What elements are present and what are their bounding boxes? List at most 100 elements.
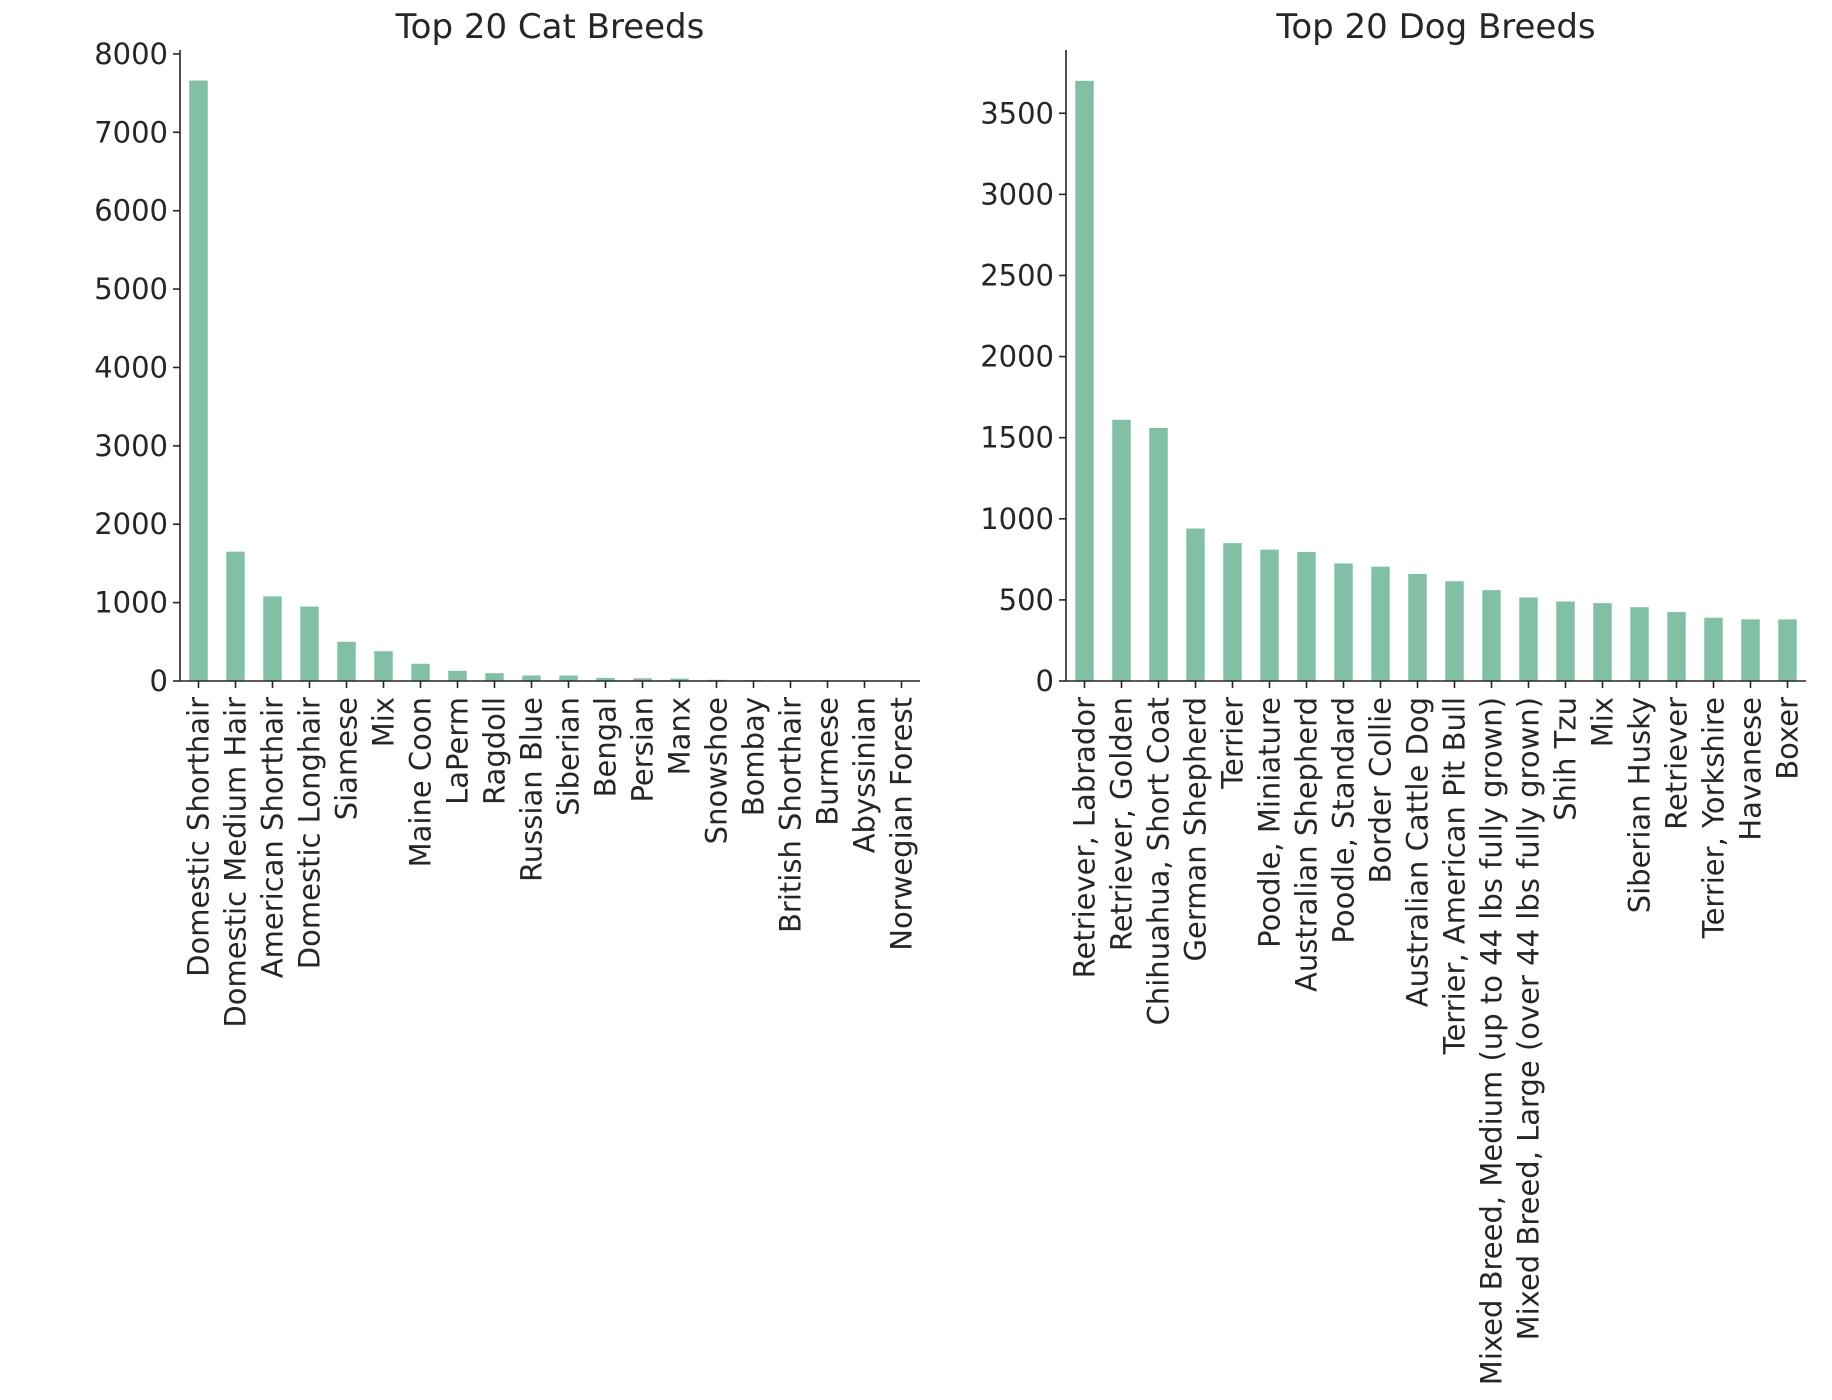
dog-y-tick-label: 3000 bbox=[980, 177, 1054, 211]
cat-x-tick-label: Snowshoe bbox=[700, 697, 734, 844]
dog-x-tick-label: Terrier, American Pit Bull bbox=[1438, 697, 1472, 1055]
dog-x-tick-label: Siberian Husky bbox=[1623, 697, 1657, 913]
cat-chart-title: Top 20 Cat Breeds bbox=[395, 7, 705, 47]
cat-y-tick-label: 6000 bbox=[94, 194, 168, 228]
dog-bar bbox=[1186, 528, 1205, 681]
dog-y-tick-label: 2000 bbox=[980, 340, 1054, 374]
dog-x-tick-label: Australian Cattle Dog bbox=[1401, 697, 1435, 1007]
cat-x-tick-label: Norwegian Forest bbox=[885, 697, 919, 951]
cat-y-tick-label: 1000 bbox=[94, 586, 168, 620]
cat-x-tick-label: Bombay bbox=[737, 697, 771, 816]
cat-x-tick-label: Siamese bbox=[330, 697, 364, 820]
cat-y-tick-label: 4000 bbox=[94, 350, 168, 384]
cat-x-tick-label: Domestic Medium Hair bbox=[219, 697, 253, 1028]
dog-chart-title: Top 20 Dog Breeds bbox=[1275, 7, 1595, 47]
dog-y-tick-label: 1500 bbox=[980, 421, 1054, 455]
dog-bar bbox=[1593, 603, 1612, 681]
cat-bar bbox=[300, 606, 319, 681]
cat-y-axis-ticks: 0 1000 2000 3000 4000 5000 6000 7000 8000 bbox=[94, 37, 180, 698]
dog-bar bbox=[1519, 597, 1538, 681]
cat-bar bbox=[448, 670, 467, 681]
cat-x-tick-label: Manx bbox=[663, 697, 697, 775]
dog-bars bbox=[1075, 80, 1797, 681]
dog-breeds-chart: Top 20 Dog Breeds 0 500 1000 1500 2000 2500 30… bbox=[980, 7, 1806, 1385]
dog-x-tick-label: Retriever bbox=[1660, 697, 1694, 830]
dog-bar bbox=[1112, 419, 1131, 681]
cat-x-tick-label: Ragdoll bbox=[478, 697, 512, 805]
dog-bar bbox=[1408, 573, 1427, 681]
cat-x-tick-label: American Shorthair bbox=[256, 697, 290, 978]
dog-bar bbox=[1482, 590, 1501, 681]
cat-x-axis-ticks: Domestic Shorthair Domestic Medium Hair Am… bbox=[182, 681, 919, 1028]
dog-x-tick-label: Australian Shepherd bbox=[1290, 697, 1324, 992]
dog-x-tick-label: Retriever, Labrador bbox=[1068, 697, 1102, 978]
dog-bar bbox=[1778, 619, 1797, 681]
cat-x-tick-label: Russian Blue bbox=[515, 697, 549, 882]
dog-bar bbox=[1741, 619, 1760, 681]
cat-x-tick-label: Burmese bbox=[811, 697, 845, 826]
cat-x-tick-label: Maine Coon bbox=[404, 697, 438, 867]
dog-x-axis-ticks: Retriever, Labrador Retriever, Golden Chih… bbox=[1068, 681, 1805, 1385]
dog-x-tick-label: Terrier, Yorkshire bbox=[1697, 697, 1731, 939]
dog-x-tick-label: Mixed Breed, Large (over 44 lbs fully gr… bbox=[1512, 697, 1546, 1340]
cat-y-tick-label: 3000 bbox=[94, 429, 168, 463]
dog-x-tick-label: Retriever, Golden bbox=[1105, 697, 1139, 951]
cat-x-tick-label: Domestic Shorthair bbox=[182, 697, 216, 977]
cat-bar bbox=[263, 596, 282, 681]
dog-x-tick-label: Boxer bbox=[1771, 697, 1805, 780]
dog-bar bbox=[1445, 581, 1464, 681]
dog-y-tick-label: 1000 bbox=[980, 502, 1054, 536]
dog-bar bbox=[1149, 427, 1168, 681]
cat-y-tick-label: 5000 bbox=[94, 272, 168, 306]
cat-y-tick-label: 0 bbox=[150, 664, 168, 698]
cat-y-tick-label: 8000 bbox=[94, 37, 168, 71]
dog-bar bbox=[1667, 612, 1686, 681]
dog-bar bbox=[1630, 607, 1649, 681]
cat-y-tick-label: 7000 bbox=[94, 115, 168, 149]
cat-x-tick-label: LaPerm bbox=[441, 697, 475, 805]
cat-bar bbox=[485, 673, 504, 681]
dog-x-tick-label: German Shepherd bbox=[1179, 697, 1213, 961]
dog-y-tick-label: 0 bbox=[1036, 664, 1054, 698]
cat-x-tick-label: Persian bbox=[626, 697, 660, 803]
cat-breeds-chart: Top 20 Cat Breeds 0 1000 2000 3000 4000 5000 6… bbox=[94, 7, 920, 1028]
cat-bar bbox=[522, 675, 541, 681]
cat-bar bbox=[670, 678, 689, 681]
dog-x-tick-label: Mixed Breed, Medium (up to 44 lbs fully … bbox=[1475, 697, 1509, 1385]
dog-bar bbox=[1704, 617, 1723, 681]
cat-bar bbox=[374, 651, 393, 681]
dog-bar bbox=[1334, 563, 1353, 681]
dog-bar bbox=[1223, 543, 1242, 681]
cat-bar bbox=[559, 675, 578, 681]
cat-bar bbox=[633, 678, 652, 681]
dog-x-tick-label: Chihuahua, Short Coat bbox=[1142, 697, 1176, 1025]
cat-bar bbox=[189, 80, 208, 681]
cat-x-tick-label: Bengal bbox=[589, 697, 623, 797]
dog-y-tick-label: 3500 bbox=[980, 96, 1054, 130]
cat-x-tick-label: Abyssinian bbox=[848, 697, 882, 853]
dog-y-tick-label: 2500 bbox=[980, 258, 1054, 292]
dog-y-tick-label: 500 bbox=[999, 583, 1054, 617]
dog-x-tick-label: Shih Tzu bbox=[1549, 697, 1583, 821]
cat-bar bbox=[411, 663, 430, 681]
cat-y-tick-label: 2000 bbox=[94, 507, 168, 541]
dog-x-tick-label: Border Collie bbox=[1364, 697, 1398, 883]
dog-y-axis-ticks: 0 500 1000 1500 2000 2500 3000 3500 bbox=[980, 96, 1066, 698]
dog-bar bbox=[1297, 552, 1316, 681]
cat-x-tick-label: British Shorthair bbox=[774, 697, 808, 933]
dog-x-tick-label: Poodle, Miniature bbox=[1253, 697, 1287, 948]
cat-x-tick-label: Siberian bbox=[552, 697, 586, 816]
dog-bar bbox=[1260, 549, 1279, 681]
cat-bar bbox=[226, 551, 245, 681]
dog-bar bbox=[1075, 80, 1094, 681]
dog-x-tick-label: Poodle, Standard bbox=[1327, 697, 1361, 944]
cat-x-tick-label: Mix bbox=[367, 697, 401, 747]
dog-x-tick-label: Terrier bbox=[1216, 697, 1250, 790]
cat-bar bbox=[337, 641, 356, 681]
dog-bar bbox=[1556, 601, 1575, 681]
dog-x-tick-label: Mix bbox=[1586, 697, 1620, 747]
cat-x-tick-label: Domestic Longhair bbox=[293, 697, 327, 969]
dog-bar bbox=[1371, 566, 1390, 681]
dog-x-tick-label: Havanese bbox=[1734, 697, 1768, 841]
